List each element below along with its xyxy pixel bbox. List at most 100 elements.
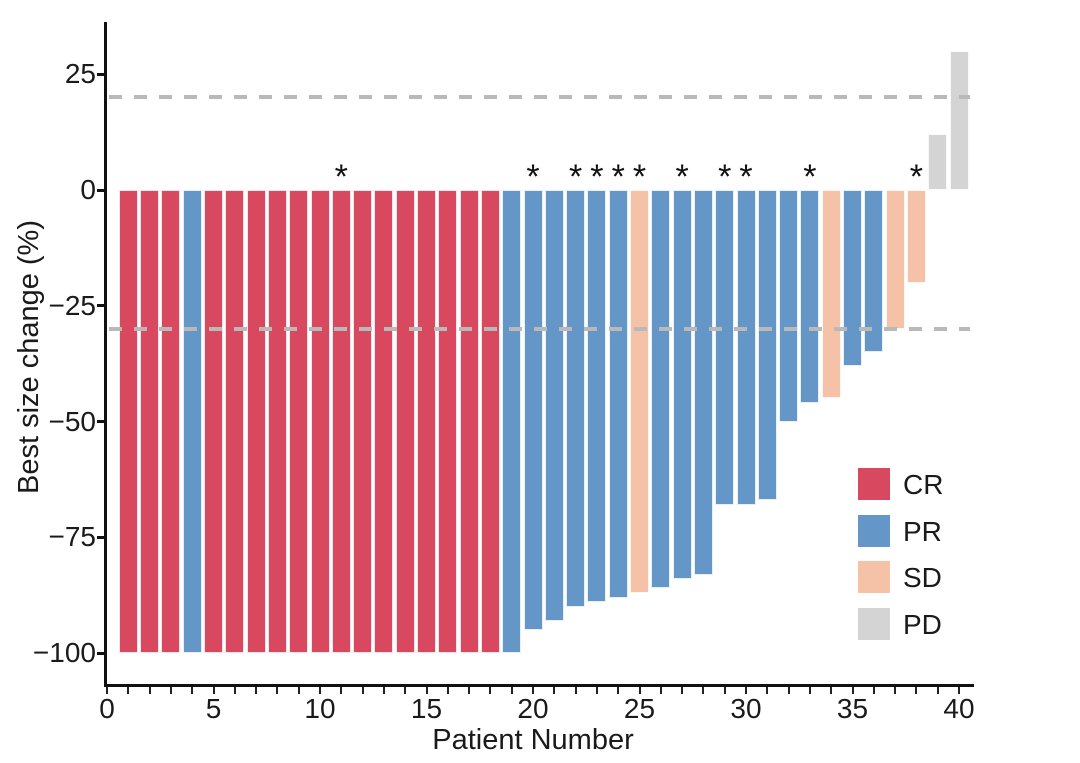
x-tick-14 <box>404 687 407 694</box>
bar-patient-17 <box>459 190 479 654</box>
bar-patient-36 <box>864 190 884 353</box>
x-tick-10 <box>319 687 321 694</box>
x-tick-22 <box>574 687 577 694</box>
x-tick-5 <box>212 687 215 694</box>
reference-line-minus30 <box>109 326 970 331</box>
x-tick-label-10: 10 <box>304 693 336 724</box>
bar-patient-13 <box>374 190 394 654</box>
x-tick-39 <box>936 687 939 694</box>
legend-swatch-sd <box>858 561 890 593</box>
bar-patient-16 <box>438 190 458 654</box>
x-tick-17 <box>468 687 471 694</box>
bar-patient-12 <box>353 190 373 654</box>
bar-patient-21 <box>544 190 564 621</box>
x-tick-26 <box>659 687 662 694</box>
bar-patient-19 <box>502 190 522 654</box>
star-annotation-patient-29: * <box>718 158 732 196</box>
x-tick-8 <box>276 687 279 694</box>
x-tick-29 <box>723 687 726 694</box>
bar-patient-26 <box>651 190 671 589</box>
x-tick-28 <box>702 687 705 694</box>
bar-patient-33 <box>800 190 820 404</box>
bar-patient-8 <box>267 190 287 654</box>
legend-label-pr: PR <box>903 515 942 547</box>
bar-patient-10 <box>310 190 330 654</box>
x-tick-1 <box>127 687 130 694</box>
star-annotation-patient-11: * <box>334 158 348 196</box>
x-tick-2 <box>148 687 151 694</box>
bar-patient-9 <box>289 190 309 654</box>
star-annotation-patient-33: * <box>803 158 817 196</box>
y-tick-label-0: 0 <box>80 174 96 205</box>
x-tick-21 <box>553 687 556 694</box>
bar-patient-3 <box>161 190 181 654</box>
x-tick-20 <box>532 687 534 694</box>
x-tick-32 <box>787 687 790 694</box>
x-tick-23 <box>595 687 598 694</box>
x-tick-15 <box>425 687 428 694</box>
y-tick--50 <box>97 420 105 424</box>
bar-patient-35 <box>843 190 862 367</box>
bar-patient-4 <box>182 190 202 654</box>
star-annotation-patient-24: * <box>611 158 625 196</box>
y-tick--100 <box>97 651 105 655</box>
bar-patient-32 <box>779 190 799 422</box>
x-tick-0 <box>106 687 108 694</box>
x-tick-19 <box>510 687 513 694</box>
x-tick-label-30: 30 <box>730 693 762 724</box>
legend-swatch-cr <box>858 468 890 500</box>
x-tick-3 <box>169 687 172 694</box>
x-tick-6 <box>233 687 236 694</box>
legend-label-pd: PD <box>903 608 942 640</box>
x-tick-34 <box>830 687 833 694</box>
bar-patient-23 <box>587 190 607 603</box>
x-tick-4 <box>191 687 194 694</box>
bar-patient-1 <box>118 190 138 654</box>
star-annotation-patient-23: * <box>590 158 604 196</box>
x-tick-label-40: 40 <box>943 693 975 724</box>
bar-patient-14 <box>395 190 415 654</box>
x-tick-label-15: 15 <box>410 693 443 724</box>
bar-patient-6 <box>225 190 245 654</box>
x-axis-title: Patient Number <box>432 724 634 756</box>
y-tick-label--25: −25 <box>48 289 97 321</box>
x-tick-25 <box>638 687 641 694</box>
bar-patient-11 <box>331 190 351 654</box>
x-tick-13 <box>382 687 385 694</box>
bar-patient-29 <box>715 190 735 506</box>
star-annotation-patient-22: * <box>568 158 583 196</box>
x-tick-7 <box>255 687 258 694</box>
x-tick-38 <box>915 687 918 694</box>
legend-label-sd: SD <box>903 562 942 593</box>
bar-patient-7 <box>246 190 266 654</box>
x-tick-label-0: 0 <box>99 693 115 724</box>
x-tick-36 <box>872 687 875 694</box>
x-axis-line <box>104 684 974 687</box>
x-tick-18 <box>489 687 492 694</box>
x-tick-label-35: 35 <box>836 693 869 724</box>
bar-patient-22 <box>566 190 586 607</box>
bar-patient-27 <box>672 190 692 580</box>
y-tick-label--75: −75 <box>48 521 97 553</box>
bar-patient-40 <box>949 51 969 190</box>
x-tick-label-25: 25 <box>623 693 656 724</box>
y-tick-label--100: −100 <box>32 637 96 669</box>
y-tick-25 <box>97 72 105 76</box>
bar-patient-25 <box>630 190 649 594</box>
y-tick--75 <box>97 535 105 539</box>
x-tick-27 <box>681 687 684 694</box>
x-tick-40 <box>958 687 960 694</box>
y-tick--25 <box>97 304 105 308</box>
bar-patient-38 <box>906 190 926 283</box>
bar-patient-24 <box>608 190 628 598</box>
x-tick-16 <box>446 687 449 694</box>
x-tick-24 <box>617 687 620 694</box>
y-tick-0 <box>97 188 105 192</box>
legend-label-cr: CR <box>903 469 944 500</box>
y-tick-label--50: −50 <box>48 405 97 437</box>
legend-swatch-pr <box>858 514 890 547</box>
x-tick-label-5: 5 <box>205 693 222 724</box>
x-tick-35 <box>851 687 854 694</box>
x-tick-31 <box>766 687 769 694</box>
